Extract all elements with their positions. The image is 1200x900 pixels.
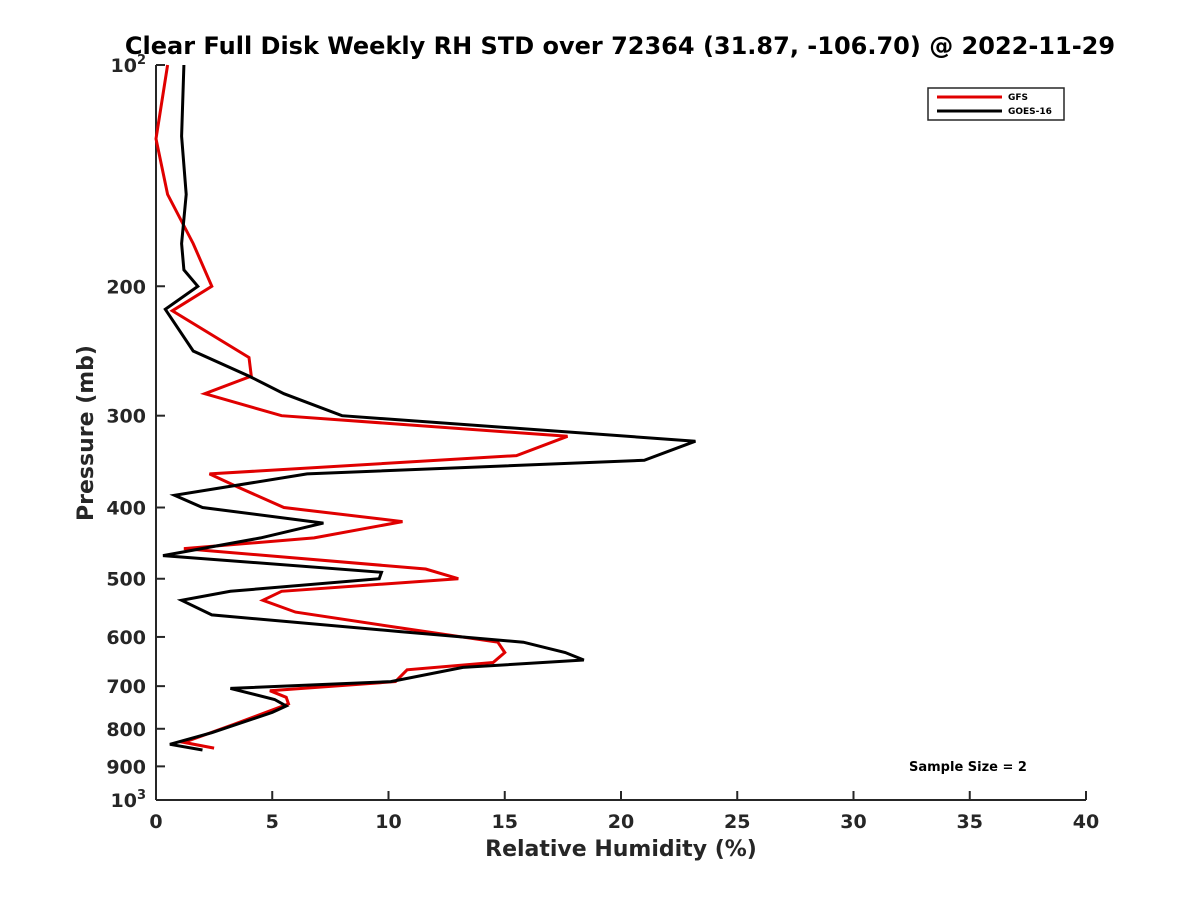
y-tick-label: 102 [111, 53, 147, 77]
legend: GFS GOES-16 [927, 87, 1065, 121]
chart-title: Clear Full Disk Weekly RH STD over 72364… [125, 32, 1115, 60]
x-axis-label: Relative Humidity (%) [485, 837, 757, 862]
x-tick-label: 40 [1073, 811, 1099, 833]
y-tick-label: 200 [106, 276, 146, 298]
x-tick-label: 10 [375, 811, 401, 833]
y-axis-label: Pressure (mb) [74, 345, 99, 521]
x-tick-label: 5 [266, 811, 279, 833]
y-tick-label: 400 [106, 498, 146, 520]
legend-label-gfs: GFS [1008, 93, 1028, 103]
series-line-goes-16 [162, 64, 696, 752]
y-tick-label: 700 [106, 676, 146, 698]
y-tick-label: 500 [106, 569, 146, 591]
sample-size-annotation: Sample Size = 2 [909, 760, 1027, 775]
y-tick-label: 300 [106, 406, 146, 428]
x-tick-label: 25 [724, 811, 750, 833]
series-lines [154, 64, 696, 752]
legend-box [927, 87, 1065, 121]
y-tick-label: 800 [106, 719, 146, 741]
x-ticks: 0 5 10 15 20 25 30 35 40 [149, 791, 1099, 833]
x-tick-label: 35 [957, 811, 983, 833]
y-ticks: 102 200 300 400 500 600 700 800 900 103 [106, 53, 165, 812]
x-tick-label: 30 [840, 811, 866, 833]
legend-label-goes-16: GOES-16 [1008, 107, 1052, 117]
x-tick-label: 0 [149, 811, 162, 833]
series-line-gfs [154, 64, 569, 750]
y-tick-label: 900 [106, 756, 146, 778]
plot-area: 0 5 10 15 20 25 30 35 40 102 200 300 400 500 600 700 80… [106, 53, 1099, 833]
y-tick-label: 600 [106, 627, 146, 649]
x-tick-label: 20 [608, 811, 634, 833]
x-tick-label: 15 [492, 811, 518, 833]
y-tick-label: 103 [111, 788, 147, 812]
